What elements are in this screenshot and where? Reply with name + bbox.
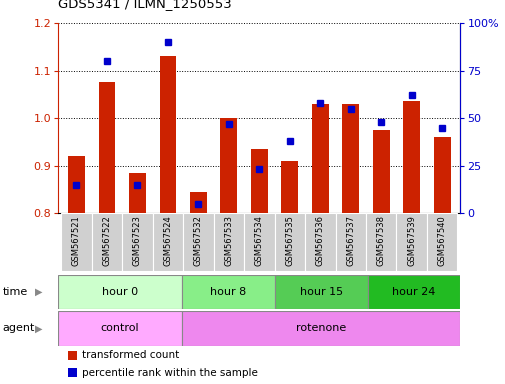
- Text: hour 0: hour 0: [102, 287, 138, 297]
- FancyBboxPatch shape: [61, 213, 91, 271]
- Bar: [281, 161, 297, 213]
- Bar: [372, 130, 389, 213]
- Text: GSM567535: GSM567535: [285, 215, 294, 266]
- Text: GSM567521: GSM567521: [72, 215, 81, 266]
- Text: percentile rank within the sample: percentile rank within the sample: [82, 367, 258, 377]
- Bar: [98, 83, 115, 213]
- Text: ▶: ▶: [34, 323, 42, 333]
- Bar: [68, 156, 85, 213]
- FancyBboxPatch shape: [182, 275, 274, 309]
- Bar: [220, 118, 237, 213]
- Text: GSM567533: GSM567533: [224, 215, 233, 266]
- Text: GSM567537: GSM567537: [345, 215, 355, 266]
- Bar: [129, 173, 145, 213]
- Bar: [159, 56, 176, 213]
- FancyBboxPatch shape: [213, 213, 243, 271]
- Text: GSM567523: GSM567523: [133, 215, 141, 266]
- FancyBboxPatch shape: [58, 311, 182, 346]
- FancyBboxPatch shape: [122, 213, 153, 271]
- Text: time: time: [3, 287, 28, 297]
- Text: GDS5341 / ILMN_1250553: GDS5341 / ILMN_1250553: [58, 0, 231, 10]
- Text: hour 15: hour 15: [299, 287, 342, 297]
- FancyBboxPatch shape: [91, 213, 122, 271]
- FancyBboxPatch shape: [243, 213, 274, 271]
- Text: GSM567524: GSM567524: [163, 215, 172, 266]
- FancyBboxPatch shape: [426, 213, 457, 271]
- FancyBboxPatch shape: [153, 213, 183, 271]
- Text: GSM567532: GSM567532: [193, 215, 203, 266]
- Text: rotenone: rotenone: [295, 323, 345, 333]
- Bar: [342, 104, 359, 213]
- Text: GSM567536: GSM567536: [315, 215, 324, 266]
- FancyBboxPatch shape: [274, 213, 305, 271]
- Bar: [250, 149, 267, 213]
- Text: ▶: ▶: [34, 287, 42, 297]
- Text: hour 24: hour 24: [391, 287, 435, 297]
- Bar: [189, 192, 207, 213]
- FancyBboxPatch shape: [335, 213, 365, 271]
- Text: control: control: [100, 323, 139, 333]
- Bar: [402, 101, 419, 213]
- Text: hour 8: hour 8: [210, 287, 246, 297]
- Text: GSM567534: GSM567534: [255, 215, 263, 266]
- FancyBboxPatch shape: [274, 275, 367, 309]
- FancyBboxPatch shape: [365, 213, 396, 271]
- Text: transformed count: transformed count: [82, 350, 179, 360]
- FancyBboxPatch shape: [305, 213, 335, 271]
- Text: agent: agent: [3, 323, 35, 333]
- FancyBboxPatch shape: [183, 213, 213, 271]
- Bar: [311, 104, 328, 213]
- Bar: [433, 137, 449, 213]
- Text: GSM567538: GSM567538: [376, 215, 385, 266]
- FancyBboxPatch shape: [396, 213, 426, 271]
- FancyBboxPatch shape: [58, 275, 182, 309]
- Text: GSM567522: GSM567522: [102, 215, 111, 266]
- Text: GSM567540: GSM567540: [437, 215, 446, 266]
- FancyBboxPatch shape: [182, 311, 460, 346]
- FancyBboxPatch shape: [367, 275, 460, 309]
- Text: GSM567539: GSM567539: [407, 215, 416, 266]
